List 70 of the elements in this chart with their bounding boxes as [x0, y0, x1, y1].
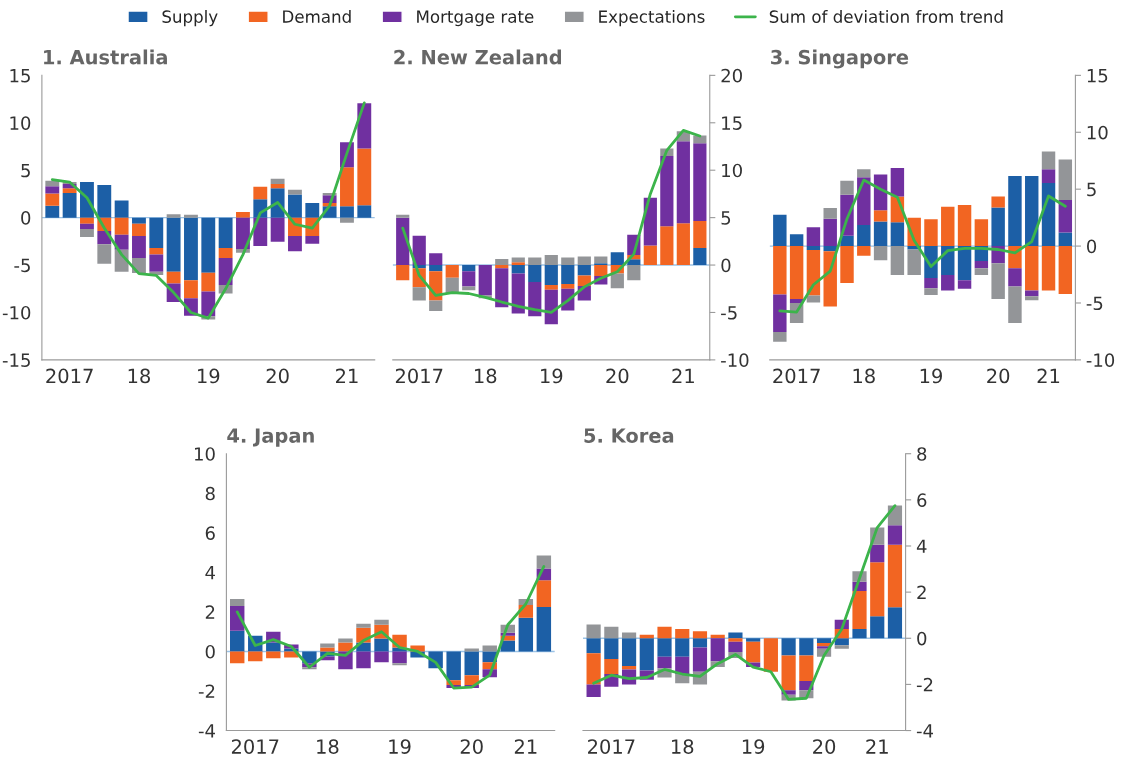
y2-tick-label: 10	[722, 163, 742, 178]
x-tick-label: 19	[541, 368, 563, 384]
x-tick-label: 18	[128, 368, 150, 384]
legend-label: Mortgage rate	[417, 10, 534, 27]
y-tick-label: 8	[205, 486, 215, 501]
y-tick-label: -4	[198, 724, 215, 738]
y2-tick-label: 0	[721, 258, 731, 273]
x-tick-label: 19	[198, 368, 220, 384]
x-tick-label: 20	[987, 368, 1010, 384]
y2-tick-label: -2	[916, 677, 933, 692]
x-tick-label: 21	[514, 739, 537, 754]
y-tick-label: 0	[205, 644, 215, 659]
x-tick-label: 19	[389, 739, 411, 754]
y-tick-label: 10	[194, 447, 215, 461]
y2-tick-label: 5	[721, 211, 731, 225]
x-tick-label: 20	[266, 368, 289, 384]
legend-label: Demand	[283, 10, 351, 23]
chart-title: 5. Korea	[584, 428, 674, 443]
y-tick-label: 2	[205, 605, 215, 619]
y-tick-label: -5	[14, 258, 30, 273]
y2-tick-label: 15	[722, 116, 742, 130]
x-tick-label: 2017	[773, 368, 820, 384]
x-tick-label: 21	[336, 368, 358, 383]
x-tick-label: 20	[813, 739, 836, 754]
y-tick-label: 4	[205, 566, 215, 580]
x-tick-label: 20	[460, 739, 483, 754]
y-tick-label: 0	[21, 211, 31, 225]
y-tick-label: -15	[2, 353, 30, 368]
chart-title: 1. Australia	[44, 49, 167, 65]
y2-tick-label: 5	[1087, 182, 1096, 197]
y-tick-label: -2	[198, 684, 215, 698]
chart-title: 3. Singapore	[771, 49, 909, 69]
x-tick-label: 19	[742, 739, 765, 754]
y2-tick-label: -10	[721, 353, 749, 368]
x-tick-label: 18	[672, 739, 694, 754]
x-tick-label: 21	[672, 368, 694, 383]
y-tick-label: 6	[205, 526, 215, 540]
y-tick-label: 5	[21, 163, 30, 178]
y2-tick-label: 8	[917, 447, 927, 461]
y2-tick-label: 20	[721, 68, 742, 83]
y-tick-label: 15	[10, 69, 30, 83]
y-tick-label: 10	[10, 116, 31, 130]
x-tick-label: 18	[475, 368, 497, 384]
y2-tick-label: 0	[917, 631, 927, 646]
x-tick-label: 19	[920, 368, 942, 384]
legend-label: Supply	[162, 10, 218, 27]
y2-tick-label: -10	[1086, 353, 1115, 368]
x-tick-label: 20	[606, 368, 629, 384]
y2-tick-label: 0	[1087, 239, 1097, 254]
x-tick-label: 2017	[231, 739, 279, 754]
legend-label: Sum of deviation from trend	[769, 10, 1003, 23]
y2-tick-label: -4	[916, 724, 934, 738]
chart-title: 4. Japan	[227, 428, 314, 447]
x-tick-label: 18	[317, 739, 339, 754]
y2-tick-label: 15	[1087, 69, 1108, 83]
x-tick-label: 21	[866, 739, 888, 754]
x-tick-label: 21	[1037, 368, 1060, 383]
chart-title: 2. New Zealand	[394, 49, 562, 65]
y2-tick-label: -5	[721, 306, 737, 320]
x-tick-label: 2017	[46, 368, 93, 384]
y-tick-label: -10	[2, 305, 31, 320]
y2-tick-label: 6	[917, 493, 927, 507]
x-tick-label: 2017	[588, 739, 635, 754]
y2-tick-label: 10	[1087, 125, 1108, 140]
x-tick-label: 2017	[395, 368, 443, 384]
legend-label: Expectations	[599, 10, 705, 27]
y2-tick-label: 2	[917, 585, 926, 599]
x-tick-label: 18	[853, 368, 875, 384]
y2-tick-label: -5	[1086, 296, 1103, 311]
y2-tick-label: 4	[916, 539, 927, 553]
